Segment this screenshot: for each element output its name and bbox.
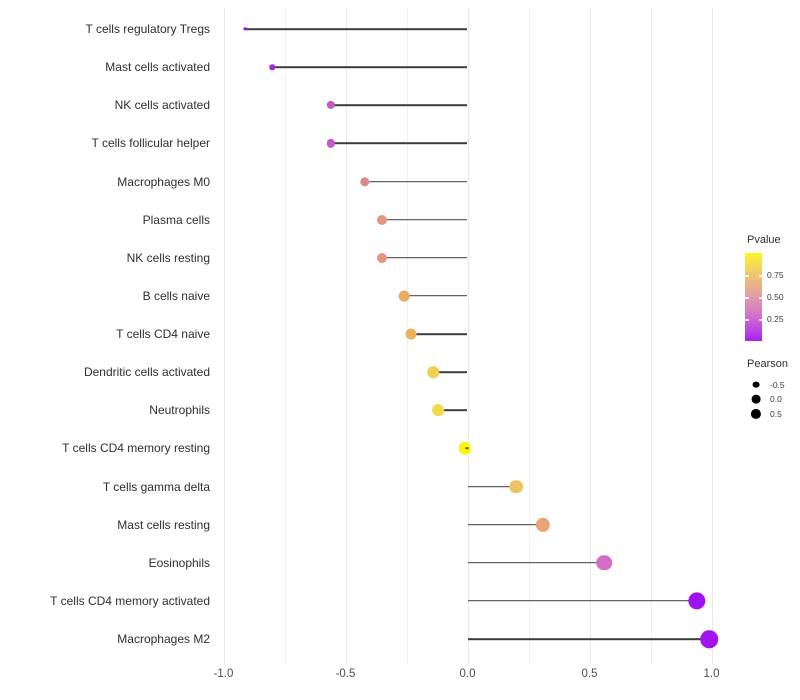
category-label: Neutrophils xyxy=(149,403,210,418)
size-legend-label: 0.5 xyxy=(770,408,782,419)
category-label: Dendritic cells activated xyxy=(83,365,210,380)
lollipop-stick xyxy=(467,485,517,488)
gridline-major xyxy=(467,8,469,664)
lollipop-stick xyxy=(382,218,468,221)
lollipop-stick xyxy=(467,523,544,526)
lollipop-dot xyxy=(688,592,706,610)
size-legend-label: -0.5 xyxy=(770,379,785,390)
lollipop-stick xyxy=(467,561,605,564)
lollipop-stick xyxy=(272,66,468,68)
category-label: Plasma cells xyxy=(142,212,210,227)
gridline-major xyxy=(223,8,225,664)
pvalue-colorbar xyxy=(745,253,762,341)
colorbar-tick xyxy=(745,319,749,321)
size-legend-dot xyxy=(752,381,760,388)
lollipop-dot xyxy=(536,517,551,532)
lollipop-dot xyxy=(377,214,388,225)
lollipop-stick xyxy=(411,333,468,335)
category-label: Macrophages M0 xyxy=(117,174,210,189)
category-label: NK cells activated xyxy=(114,98,210,113)
colorbar-tick xyxy=(758,275,762,277)
gridline-minor xyxy=(528,8,530,664)
size-legend-dot xyxy=(750,408,762,419)
lollipop-stick xyxy=(330,142,468,145)
lollipop-dot xyxy=(326,139,335,148)
gridline-major xyxy=(345,8,347,664)
category-label: Eosinophils xyxy=(148,555,210,570)
category-label: T cells gamma delta xyxy=(102,479,210,494)
lollipop-stick xyxy=(467,600,697,602)
gridline-minor xyxy=(284,8,286,664)
gridline-minor xyxy=(650,8,652,664)
category-label: T cells regulatory Tregs xyxy=(85,22,211,36)
colorbar-tick-label: 0.25 xyxy=(767,314,784,324)
colorbar-tick xyxy=(745,297,749,299)
category-label: Mast cells activated xyxy=(105,60,210,75)
x-tick-label: -1.0 xyxy=(213,668,234,680)
category-label: NK cells resting xyxy=(126,250,210,265)
size-legend-label: 0.0 xyxy=(770,394,782,405)
lollipop-dot xyxy=(398,290,410,302)
lollipop-stick xyxy=(433,371,468,373)
pearson-legend-title: Pearson xyxy=(747,358,788,370)
lollipop-dot xyxy=(509,479,524,494)
lollipop-stick xyxy=(438,409,468,412)
lollipop-dot xyxy=(377,252,388,263)
colorbar-tick xyxy=(758,297,762,299)
stick-stub xyxy=(465,447,469,450)
lollipop-dot xyxy=(405,328,417,340)
lollipop-dot xyxy=(432,404,445,417)
plot-panel xyxy=(216,8,738,664)
lollipop-dot xyxy=(700,630,718,648)
lollipop-stick xyxy=(404,295,468,297)
lollipop-stick xyxy=(365,180,468,183)
lollipop-dot xyxy=(243,27,248,31)
x-tick-label: -0.5 xyxy=(335,668,356,680)
x-tick-label: 0.0 xyxy=(459,668,476,680)
gridline-major xyxy=(711,8,713,664)
x-tick-label: 0.5 xyxy=(581,668,598,680)
category-label: B cells naive xyxy=(142,288,210,303)
category-label: Macrophages M2 xyxy=(117,632,210,646)
gridline-major xyxy=(589,8,591,664)
lollipop-dot xyxy=(360,176,370,187)
pvalue-legend-title: Pvalue xyxy=(747,234,781,246)
colorbar-tick xyxy=(745,275,749,277)
category-label: T cells follicular helper xyxy=(91,136,211,151)
lollipop-dot xyxy=(326,101,335,110)
colorbar-tick-label: 0.75 xyxy=(767,270,784,280)
category-label: T cells CD4 memory resting xyxy=(62,441,210,456)
lollipop-stick xyxy=(330,104,468,107)
colorbar-tick xyxy=(758,319,762,321)
lollipop-dot xyxy=(427,366,440,378)
colorbar-tick-label: 0.50 xyxy=(767,292,784,302)
lollipop-stick xyxy=(467,638,710,640)
lollipop-stick xyxy=(382,256,468,259)
lollipop-dot xyxy=(596,554,612,571)
size-legend-dot xyxy=(751,394,761,404)
lollipop-stick xyxy=(245,28,468,30)
lollipop-dot xyxy=(269,64,276,70)
category-label: T cells CD4 naive xyxy=(116,327,210,341)
x-tick-label: 1.0 xyxy=(703,668,720,680)
category-label: T cells CD4 memory activated xyxy=(50,593,210,608)
category-label: Mast cells resting xyxy=(117,517,210,532)
